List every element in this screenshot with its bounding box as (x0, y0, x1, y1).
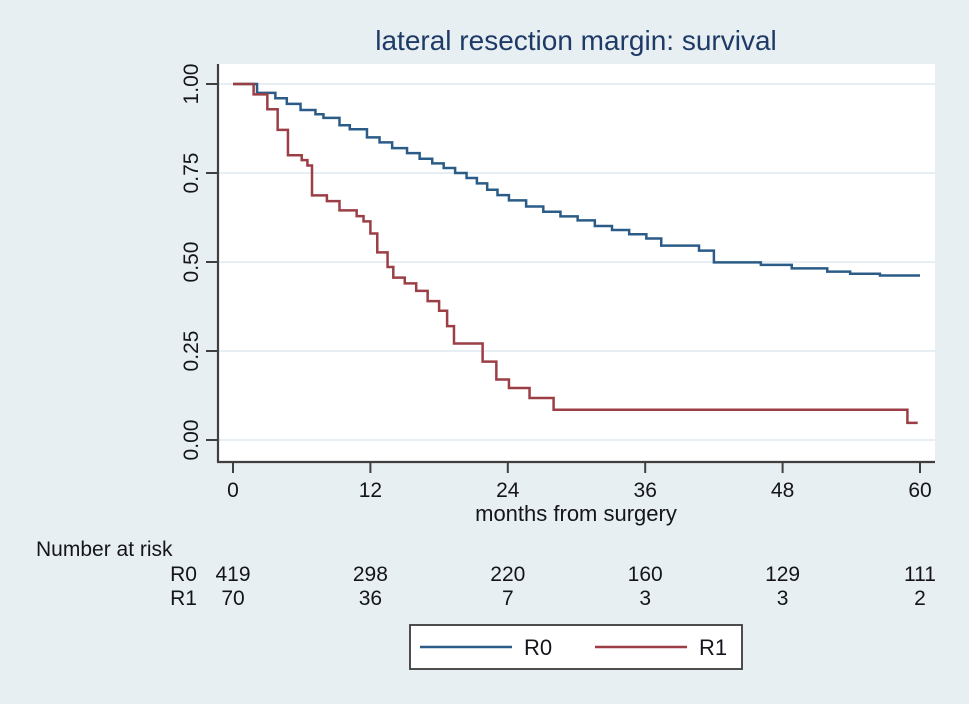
risk-value: 3 (639, 587, 651, 610)
risk-value: 36 (359, 587, 382, 610)
risk-value: 160 (628, 563, 663, 586)
risk-row-label: R1 (170, 587, 197, 610)
risk-table-header: Number at risk (36, 538, 173, 561)
y-tick-label: 0.75 (180, 153, 203, 194)
x-tick-label: 48 (771, 479, 794, 502)
x-axis-title: months from surgery (475, 501, 677, 526)
x-tick-label: 12 (359, 479, 382, 502)
y-tick-label: 0.00 (180, 420, 203, 461)
survival-curve-r0 (233, 82, 920, 277)
risk-value: 2 (914, 587, 926, 610)
survival-curve-r1 (233, 82, 918, 425)
y-tick-label: 1.00 (180, 64, 203, 105)
risk-value: 298 (353, 563, 388, 586)
risk-row-label: R0 (170, 563, 197, 586)
x-tick-label: 60 (908, 479, 931, 502)
risk-table: R0 419 298 220 160 129 111 R1 70 36 7 3 3 2 (170, 563, 936, 610)
x-tick-label: 0 (227, 479, 239, 502)
risk-value: 70 (221, 587, 244, 610)
chart-title: lateral resection margin: survival (375, 25, 777, 56)
axis-ticks: 0.00 0.25 0.50 0.75 1.00 0 12 24 36 48 60 (180, 64, 932, 502)
gridlines (218, 83, 935, 441)
risk-value: 129 (765, 563, 800, 586)
risk-value: 3 (777, 587, 789, 610)
plot-area (218, 64, 935, 462)
x-tick-label: 24 (496, 479, 520, 502)
risk-value: 419 (215, 563, 250, 586)
risk-value: 7 (502, 587, 514, 610)
risk-value: 111 (904, 563, 936, 586)
survival-curves (233, 82, 920, 425)
legend: R0 R1 (409, 624, 743, 670)
y-tick-label: 0.50 (180, 242, 203, 283)
y-tick-label: 0.25 (180, 331, 203, 372)
x-tick-label: 36 (634, 479, 657, 502)
legend-label-r1: R1 (699, 635, 727, 660)
risk-value: 220 (490, 563, 525, 586)
legend-label-r0: R0 (524, 635, 552, 660)
